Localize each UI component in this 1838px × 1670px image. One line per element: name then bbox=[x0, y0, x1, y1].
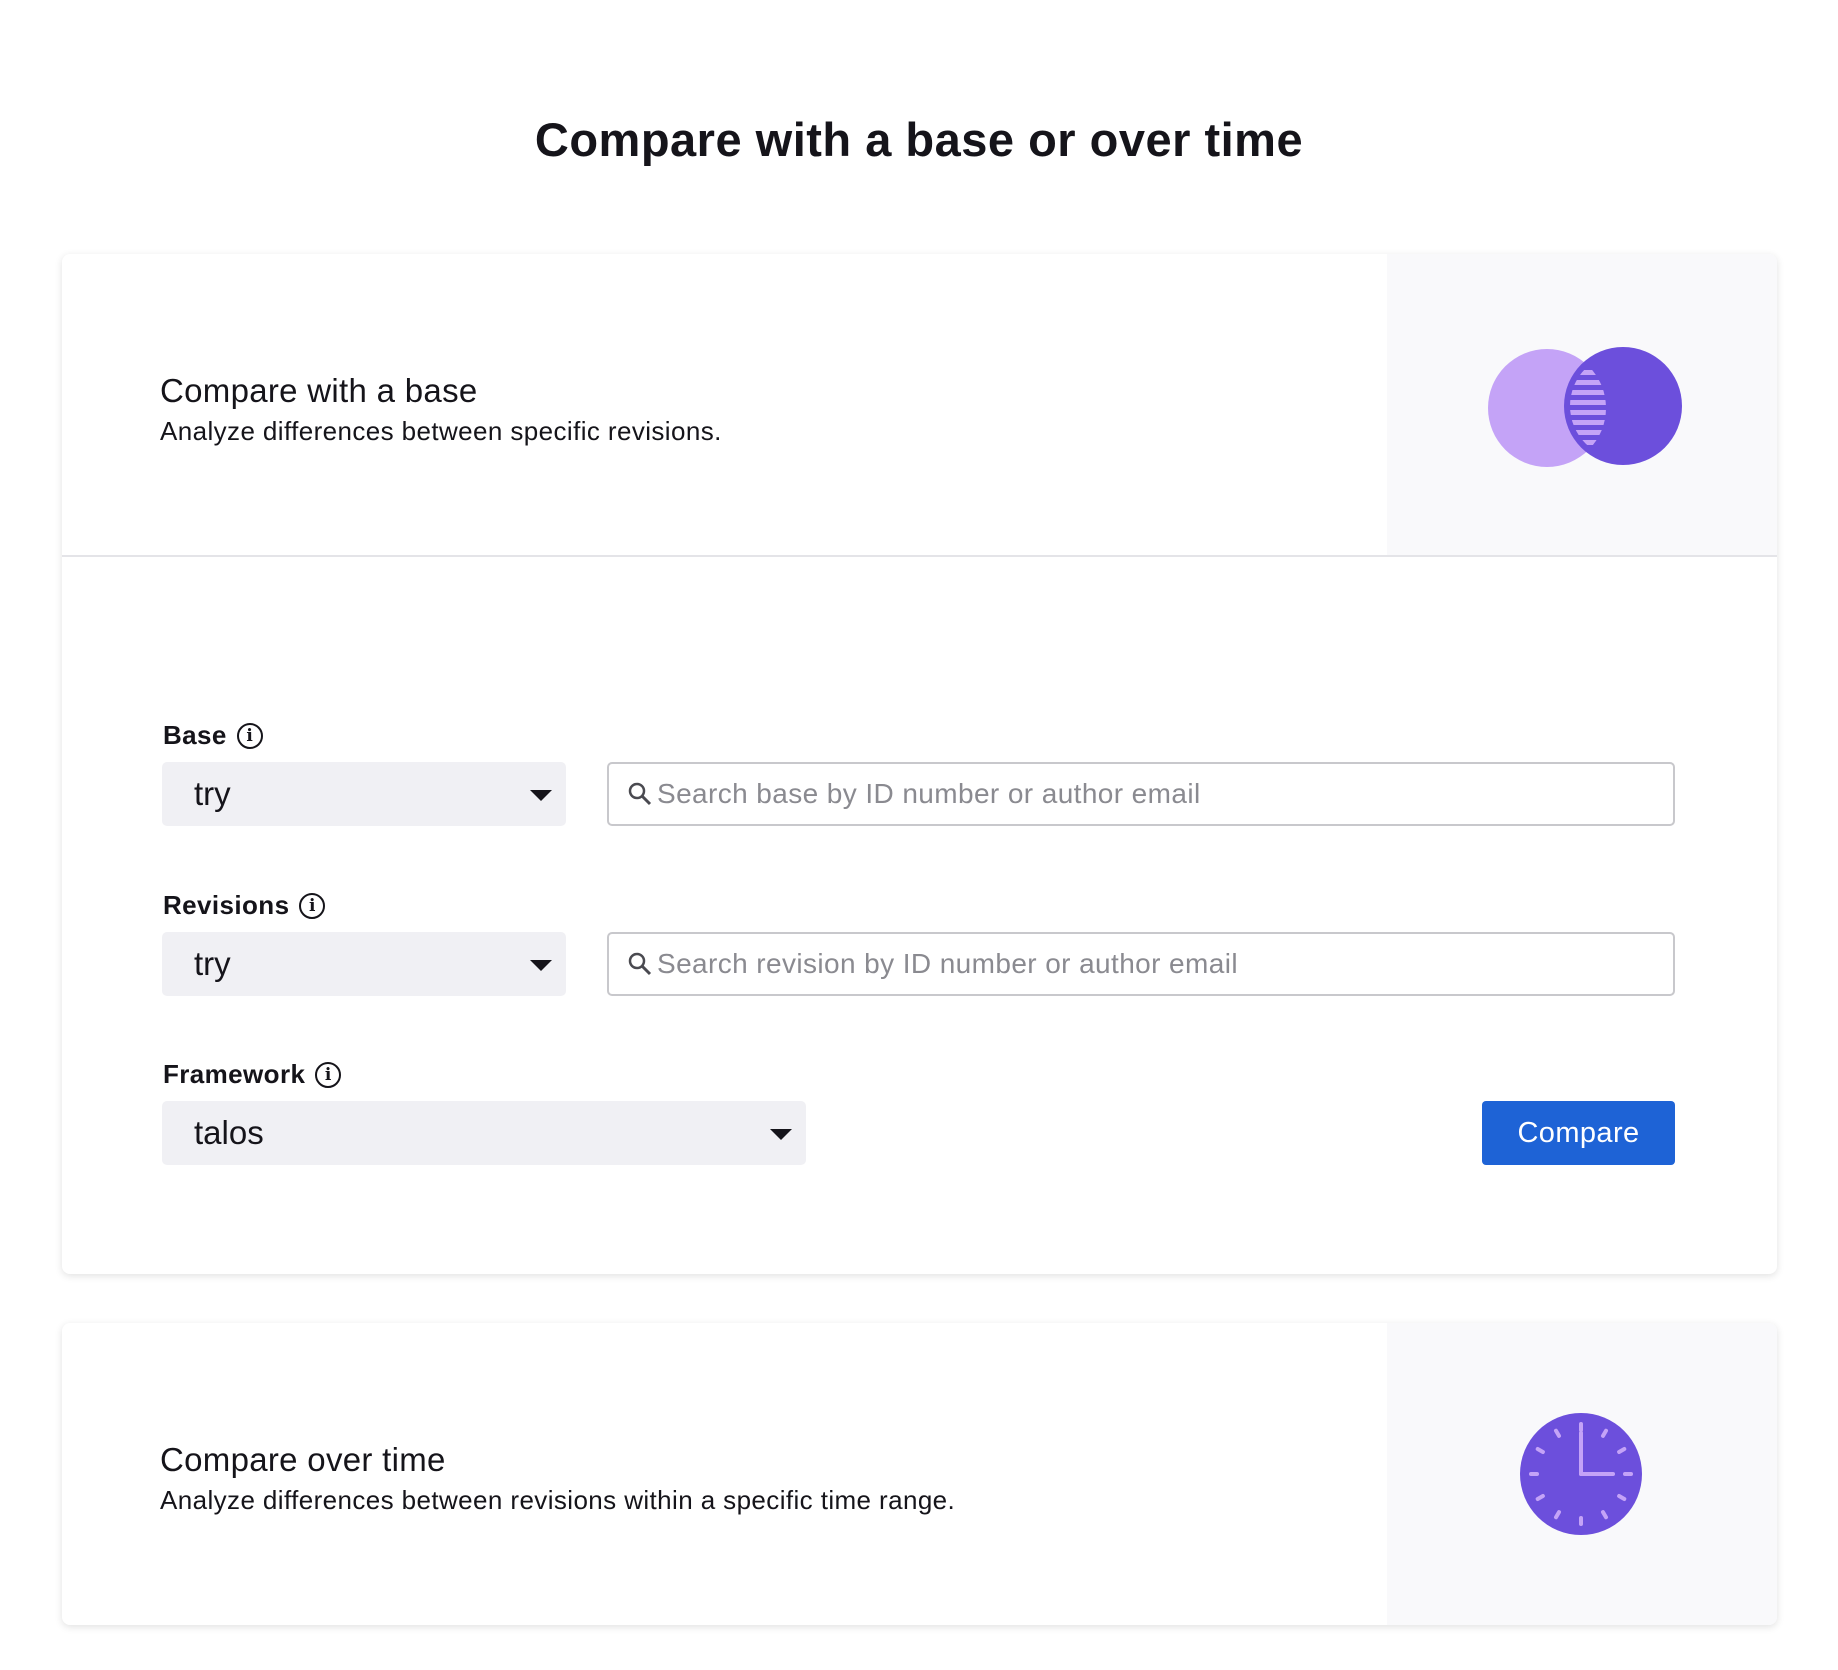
framework-label: Framework i bbox=[163, 1059, 342, 1090]
revisions-repository-select[interactable]: try bbox=[162, 932, 566, 996]
compare-with-base-card: Compare with a base Analyze differences … bbox=[62, 254, 1777, 1274]
caret-down-icon bbox=[530, 790, 552, 801]
caret-down-icon bbox=[770, 1129, 792, 1140]
info-icon[interactable]: i bbox=[299, 892, 326, 919]
clock-tick bbox=[1601, 1428, 1608, 1438]
search-icon bbox=[628, 782, 652, 806]
clock-tick bbox=[1617, 1494, 1627, 1501]
card-title: Compare with a base bbox=[160, 372, 478, 409]
caret-down-icon bbox=[530, 960, 552, 971]
base-label: Base i bbox=[163, 720, 263, 751]
page-title: Compare with a base or over time bbox=[534, 113, 1304, 166]
compare-button[interactable]: Compare bbox=[1482, 1101, 1675, 1165]
clock-tick bbox=[1617, 1447, 1627, 1454]
info-icon[interactable]: i bbox=[236, 722, 263, 749]
framework-select[interactable]: talos bbox=[162, 1101, 806, 1165]
clock-icon bbox=[1520, 1413, 1642, 1535]
clock-tick bbox=[1554, 1510, 1561, 1520]
card-title: Compare over time bbox=[160, 1441, 446, 1478]
card-description: Analyze differences between revisions wi… bbox=[160, 1485, 956, 1515]
info-icon[interactable]: i bbox=[315, 1061, 342, 1088]
revisions-label: Revisions i bbox=[163, 890, 326, 921]
revision-search-input[interactable]: Search revision by ID number or author e… bbox=[607, 932, 1675, 996]
clock-tick bbox=[1554, 1428, 1561, 1438]
compare-with-base-header[interactable]: Compare with a base Analyze differences … bbox=[62, 254, 1777, 557]
search-icon bbox=[628, 952, 652, 976]
clock-tick bbox=[1601, 1510, 1608, 1520]
venn-diagram-icon bbox=[1488, 347, 1682, 467]
card-description: Analyze differences between specific rev… bbox=[160, 416, 722, 446]
base-repository-select[interactable]: try bbox=[162, 762, 566, 826]
clock-tick bbox=[1535, 1494, 1545, 1501]
clock-tick bbox=[1535, 1447, 1545, 1454]
base-search-input[interactable]: Search base by ID number or author email bbox=[607, 762, 1675, 826]
compare-over-time-card[interactable]: Compare over time Analyze differences be… bbox=[62, 1323, 1777, 1625]
